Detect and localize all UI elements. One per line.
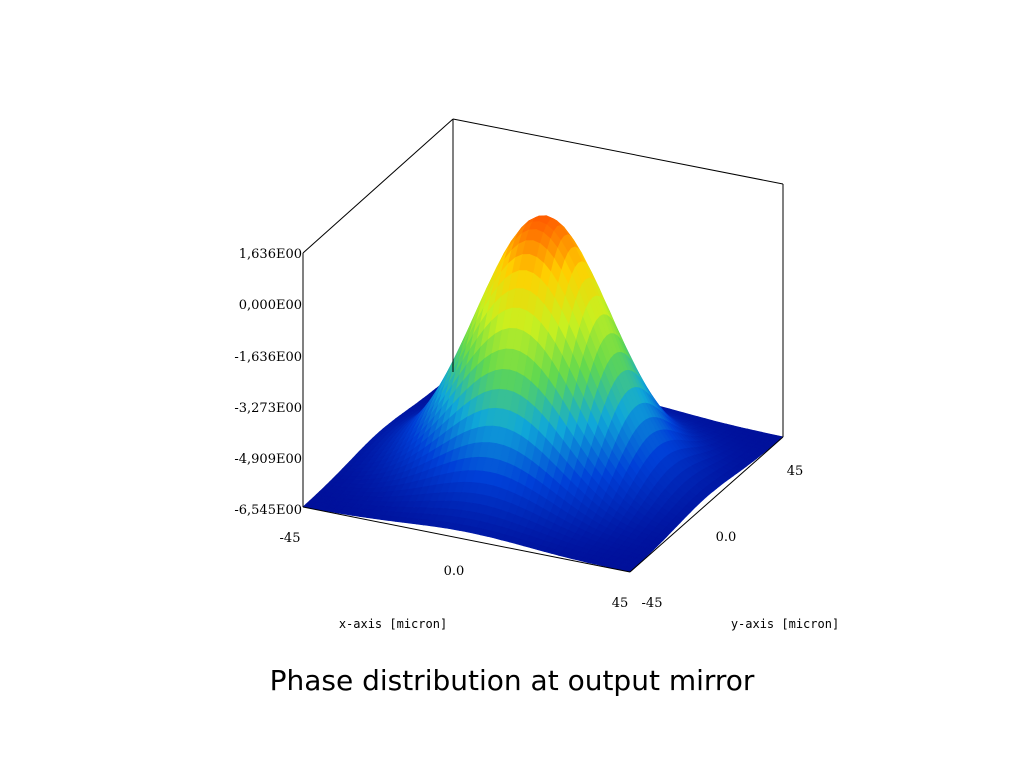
x-axis-ticks: -45 0.0 45 — [280, 531, 629, 611]
x-axis-label: x-axis [micron] — [339, 617, 447, 631]
y-tick-label: -45 — [642, 596, 663, 611]
surface-area — [302, 215, 784, 573]
bounding-box — [302, 118, 784, 573]
back-top-edge — [452, 118, 784, 185]
y-tick-label: 0.0 — [716, 530, 737, 545]
z-tick-label: -6,545E00 — [234, 503, 302, 518]
y-axis-ticks: -45 0.0 45 — [642, 464, 804, 611]
back-left-top-edge — [302, 118, 454, 254]
z-tick-label: -1,636E00 — [234, 350, 302, 365]
front-x-edge — [302, 506, 631, 573]
y-axis-label: y-axis [micron] — [731, 617, 839, 631]
x-tick-label: 0.0 — [444, 564, 465, 579]
z-tick-label: -4,909E00 — [234, 452, 302, 467]
figure-caption: Phase distribution at output mirror — [269, 664, 755, 697]
z-tick-label: 1,636E00 — [239, 247, 302, 262]
x-tick-label: 45 — [612, 596, 629, 611]
z-tick-label: -3,273E00 — [234, 401, 302, 416]
z-tick-label: 0,000E00 — [239, 298, 302, 313]
y-tick-label: 45 — [787, 464, 804, 479]
x-tick-label: -45 — [280, 531, 301, 546]
front-y-edge — [629, 436, 784, 573]
z-axis-ticks: 1,636E00 0,000E00 -1,636E00 -3,273E00 -4… — [234, 247, 302, 518]
